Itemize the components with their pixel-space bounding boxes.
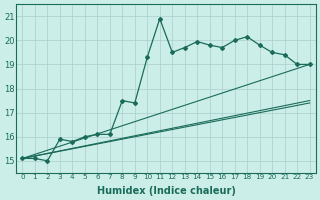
X-axis label: Humidex (Indice chaleur): Humidex (Indice chaleur): [97, 186, 236, 196]
